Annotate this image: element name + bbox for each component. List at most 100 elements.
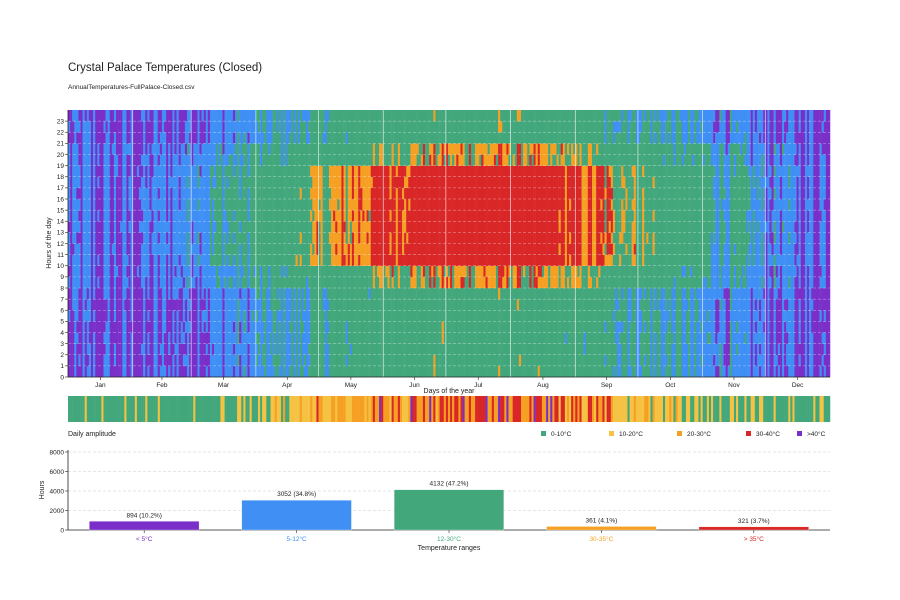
heatmap-cell (257, 221, 261, 233)
heatmap-cell (324, 343, 328, 355)
heatmap-cell (99, 254, 102, 266)
heatmap-cell (76, 176, 79, 189)
heatmap-cell (228, 210, 232, 222)
heatmap-cell (161, 265, 165, 278)
heatmap-cell (257, 288, 261, 300)
heatmap-cell (276, 154, 280, 166)
heatmap-cell (228, 288, 232, 300)
heatmap-cell (406, 343, 409, 355)
heatmap-cell (193, 254, 196, 266)
heatmap-cell (393, 365, 397, 378)
heatmap-cell (239, 310, 242, 322)
heatmap-cell (479, 343, 482, 355)
heatmap-cell (333, 154, 336, 166)
heatmap-cell (435, 221, 438, 233)
heatmap-cell (184, 199, 188, 211)
heatmap-cell (408, 276, 411, 289)
heatmap-cell (134, 199, 138, 211)
heatmap-cell (468, 199, 472, 211)
heatmap-cell (435, 165, 438, 177)
heatmap-cell (272, 254, 275, 266)
heatmap-cell (470, 143, 474, 155)
heatmap-cell (379, 199, 382, 211)
heatmap-cell (473, 132, 476, 144)
heatmap-cell (460, 254, 463, 266)
heatmap-cell (270, 143, 273, 155)
heatmap-cell (435, 132, 438, 144)
heatmap-cell (443, 288, 447, 300)
heatmap-cell (399, 332, 403, 344)
heatmap-cell (328, 121, 332, 133)
heatmap-cell (295, 176, 298, 189)
heatmap-cell (199, 354, 202, 367)
heatmap-cell (385, 165, 388, 177)
heatmap-cell (406, 210, 409, 222)
heatmap-cell (495, 299, 499, 311)
heatmap-cell (276, 321, 280, 333)
heatmap-cell (389, 143, 392, 155)
heatmap-cell (180, 121, 184, 133)
heatmap-cell (416, 176, 419, 189)
heatmap-cell (191, 354, 194, 367)
heatmap-cell (308, 332, 311, 344)
heatmap-cell (362, 165, 365, 177)
heatmap-cell (414, 265, 417, 278)
heatmap-cell (473, 354, 476, 367)
heatmap-cell (462, 276, 465, 289)
heatmap-cell (487, 310, 490, 322)
heatmap-cell (454, 199, 457, 211)
heatmap-cell (303, 254, 307, 266)
heatmap-cell (495, 254, 499, 266)
heatmap-cell (138, 165, 142, 177)
heatmap-cell (172, 199, 175, 211)
heatmap-cell (230, 165, 234, 177)
heatmap-cell (500, 165, 503, 177)
heatmap-cell (283, 299, 286, 311)
heatmap-cell (178, 187, 181, 200)
heatmap-cell (72, 132, 75, 144)
heatmap-cell (491, 276, 495, 289)
heatmap-cell (431, 299, 434, 311)
heatmap-cell (456, 154, 459, 166)
heatmap-cell (412, 288, 415, 300)
heatmap-cell (339, 154, 342, 166)
heatmap-cell (209, 110, 213, 122)
heatmap-cell (314, 354, 317, 367)
heatmap-cell (420, 332, 424, 344)
heatmap-cell (468, 187, 472, 200)
heatmap-cell (395, 110, 399, 122)
heatmap-cell (178, 365, 181, 378)
heatmap-cell (228, 321, 232, 333)
heatmap-cell (301, 199, 305, 211)
heatmap-cell (351, 310, 355, 322)
heatmap-cell (379, 143, 382, 155)
heatmap-cell (239, 265, 242, 278)
heatmap-cell (376, 354, 380, 367)
heatmap-cell (333, 276, 336, 289)
heatmap-cell (237, 354, 240, 367)
heatmap-cell (191, 143, 194, 155)
heatmap-cell (356, 310, 359, 322)
heatmap-cell (241, 254, 244, 266)
heatmap-cell (389, 310, 392, 322)
heatmap-cell (134, 121, 138, 133)
heatmap-cell (447, 221, 451, 233)
heatmap-cell (253, 343, 257, 355)
heatmap-cell (318, 132, 321, 144)
heatmap-cell (366, 187, 369, 200)
heatmap-cell (456, 354, 459, 367)
heatmap-cell (493, 232, 497, 244)
heatmap-cell (274, 121, 278, 133)
heatmap-cell (212, 343, 215, 355)
heatmap-cell (141, 199, 144, 211)
heatmap-cell (224, 232, 227, 244)
heatmap-cell (283, 143, 286, 155)
heatmap-cell (138, 176, 142, 189)
heatmap-cell (291, 143, 294, 155)
heatmap-cell (410, 321, 413, 333)
heatmap-cell (90, 165, 94, 177)
heatmap-cell (197, 199, 200, 211)
heatmap-cell (468, 299, 472, 311)
heatmap-cell (460, 365, 463, 378)
heatmap-cell (82, 265, 85, 278)
